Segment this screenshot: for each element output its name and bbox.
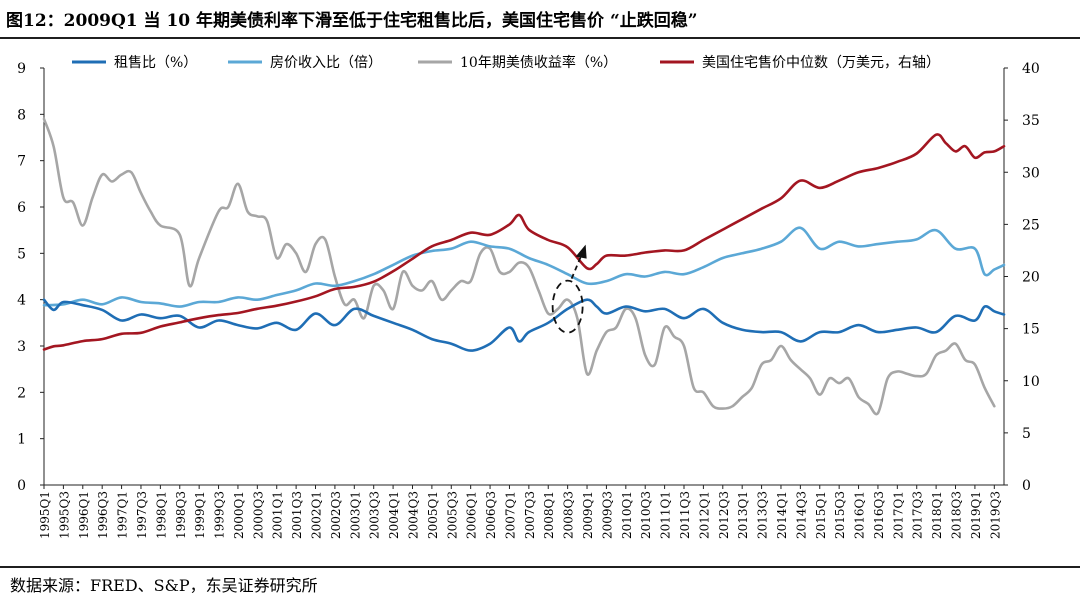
x-tick-label: 1996Q1 (77, 491, 91, 539)
right-tick-label: 30 (1022, 165, 1040, 181)
x-tick-label: 2017Q3 (911, 491, 925, 539)
top-rule (0, 37, 1080, 39)
x-tick-label: 2000Q1 (232, 491, 246, 539)
source-note: 数据来源：FRED、S&P，东吴证券研究所 (10, 576, 318, 595)
x-tick-label: 2019Q1 (969, 491, 983, 539)
x-tick-label: 2001Q1 (271, 491, 285, 539)
x-tick-label: 2003Q3 (368, 491, 382, 539)
x-tick-label: 2010Q1 (620, 491, 634, 539)
right-tick-label: 10 (1022, 374, 1040, 390)
page-title: 图12：2009Q1 当 10 年期美债利率下滑至低于住宅租售比后，美国住宅售价… (6, 11, 698, 31)
x-tick-label: 2014Q1 (775, 491, 789, 539)
x-tick-label: 2011Q1 (659, 491, 673, 539)
x-tick-label: 2003Q1 (348, 491, 362, 539)
bottom-rule (0, 566, 1080, 568)
x-tick-label: 2018Q1 (930, 491, 944, 539)
left-tick-label: 5 (17, 246, 26, 262)
x-tick-label: 2008Q1 (542, 491, 556, 539)
x-tick-label: 2006Q1 (465, 491, 479, 539)
right-tick-label: 15 (1022, 322, 1040, 338)
x-tick-label: 2016Q1 (853, 491, 867, 539)
x-tick-label: 1999Q1 (193, 491, 207, 539)
right-tick-label: 40 (1022, 61, 1040, 77)
series-lines (42, 117, 1006, 416)
series-line-3 (42, 133, 1006, 351)
x-tick-label: 2017Q1 (891, 491, 905, 539)
annotation-arrow-head (575, 244, 587, 259)
x-tick-label: 2007Q3 (523, 491, 537, 539)
x-tick-label: 2019Q3 (988, 491, 1002, 539)
right-axis-tick-labels: 0 5 10 15 20 25 30 35 40 (1004, 61, 1040, 494)
legend-label: 租售比（%） (114, 55, 197, 71)
x-tick-label: 1998Q1 (154, 491, 168, 539)
x-tick-label: 2008Q3 (562, 491, 576, 539)
x-tick-label: 2002Q3 (329, 491, 343, 539)
x-tick-label: 1997Q3 (135, 491, 149, 539)
x-tick-label: 1995Q1 (38, 491, 52, 539)
left-tick-label: 3 (17, 339, 26, 355)
x-tick-label: 1996Q3 (96, 491, 110, 539)
left-tick-label: 9 (17, 61, 26, 77)
left-axis-tick-labels: 0 1 2 3 4 5 6 7 8 9 (17, 61, 44, 494)
x-tick-label: 2002Q1 (310, 491, 324, 539)
x-tick-label: 1998Q3 (174, 491, 188, 539)
x-tick-label: 2000Q3 (251, 491, 265, 539)
x-tick-label: 1997Q1 (116, 491, 130, 539)
x-tick-label: 2009Q3 (600, 491, 614, 539)
right-tick-label: 25 (1022, 217, 1040, 233)
left-tick-label: 6 (17, 200, 26, 216)
series-line-2 (42, 117, 996, 416)
x-tick-label: 2009Q1 (581, 491, 595, 539)
left-tick-label: 0 (17, 478, 26, 494)
left-tick-label: 7 (17, 154, 26, 170)
left-tick-label: 2 (17, 385, 26, 401)
x-tick-label: 2012Q1 (697, 491, 711, 539)
x-tick-label: 2013Q1 (736, 491, 750, 539)
x-tick-label: 1999Q3 (213, 491, 227, 539)
right-tick-label: 20 (1022, 270, 1040, 286)
legend-label: 美国住宅售价中位数（万美元，右轴） (702, 55, 940, 71)
legend: 租售比（%） 房价收入比（倍） 10年期美债收益率（%） 美国住宅售价中位数（万美元，… (72, 54, 940, 71)
annotation-ellipse (551, 279, 584, 334)
x-tick-label: 2004Q1 (387, 491, 401, 539)
x-tick-label: 2005Q1 (426, 491, 440, 539)
x-tick-label: 1995Q3 (57, 491, 71, 539)
x-tick-label: 2014Q3 (794, 491, 808, 539)
annotation-arrow-shaft (570, 254, 583, 279)
right-tick-label: 0 (1022, 478, 1031, 494)
x-tick-label: 2005Q3 (445, 491, 459, 539)
x-tick-label: 2011Q3 (678, 491, 692, 539)
line-chart: 0 1 2 3 4 5 6 7 8 9 0 5 10 15 20 25 30 35 40 1995Q1 1995Q3… (17, 54, 1040, 539)
x-tick-label: 2012Q3 (717, 491, 731, 539)
x-tick-label: 2010Q3 (639, 491, 653, 539)
legend-label: 房价收入比（倍） (270, 55, 382, 71)
x-tick-label: 2016Q3 (872, 491, 886, 539)
annotation (551, 244, 587, 334)
right-tick-label: 5 (1022, 426, 1031, 442)
x-tick-label: 2001Q3 (290, 491, 304, 539)
x-tick-label: 2015Q3 (833, 491, 847, 539)
x-tick-label: 2013Q3 (756, 491, 770, 539)
legend-label: 10年期美债收益率（%） (460, 54, 617, 71)
x-tick-label: 2004Q3 (406, 491, 420, 539)
x-tick-label: 2006Q3 (484, 491, 498, 539)
series-line-0 (42, 298, 1006, 352)
left-tick-label: 1 (17, 432, 26, 448)
x-tick-label: 2015Q1 (814, 491, 828, 539)
left-tick-label: 8 (17, 107, 26, 123)
x-axis-tick-labels: 1995Q1 1995Q3 1996Q1 1996Q3 1997Q1 1997Q3 1998… (38, 485, 1002, 539)
right-tick-label: 35 (1022, 113, 1040, 129)
left-tick-label: 4 (17, 293, 26, 309)
x-tick-label: 2018Q3 (950, 491, 964, 539)
series-line-1 (42, 226, 1006, 308)
x-tick-label: 2007Q1 (503, 491, 517, 539)
